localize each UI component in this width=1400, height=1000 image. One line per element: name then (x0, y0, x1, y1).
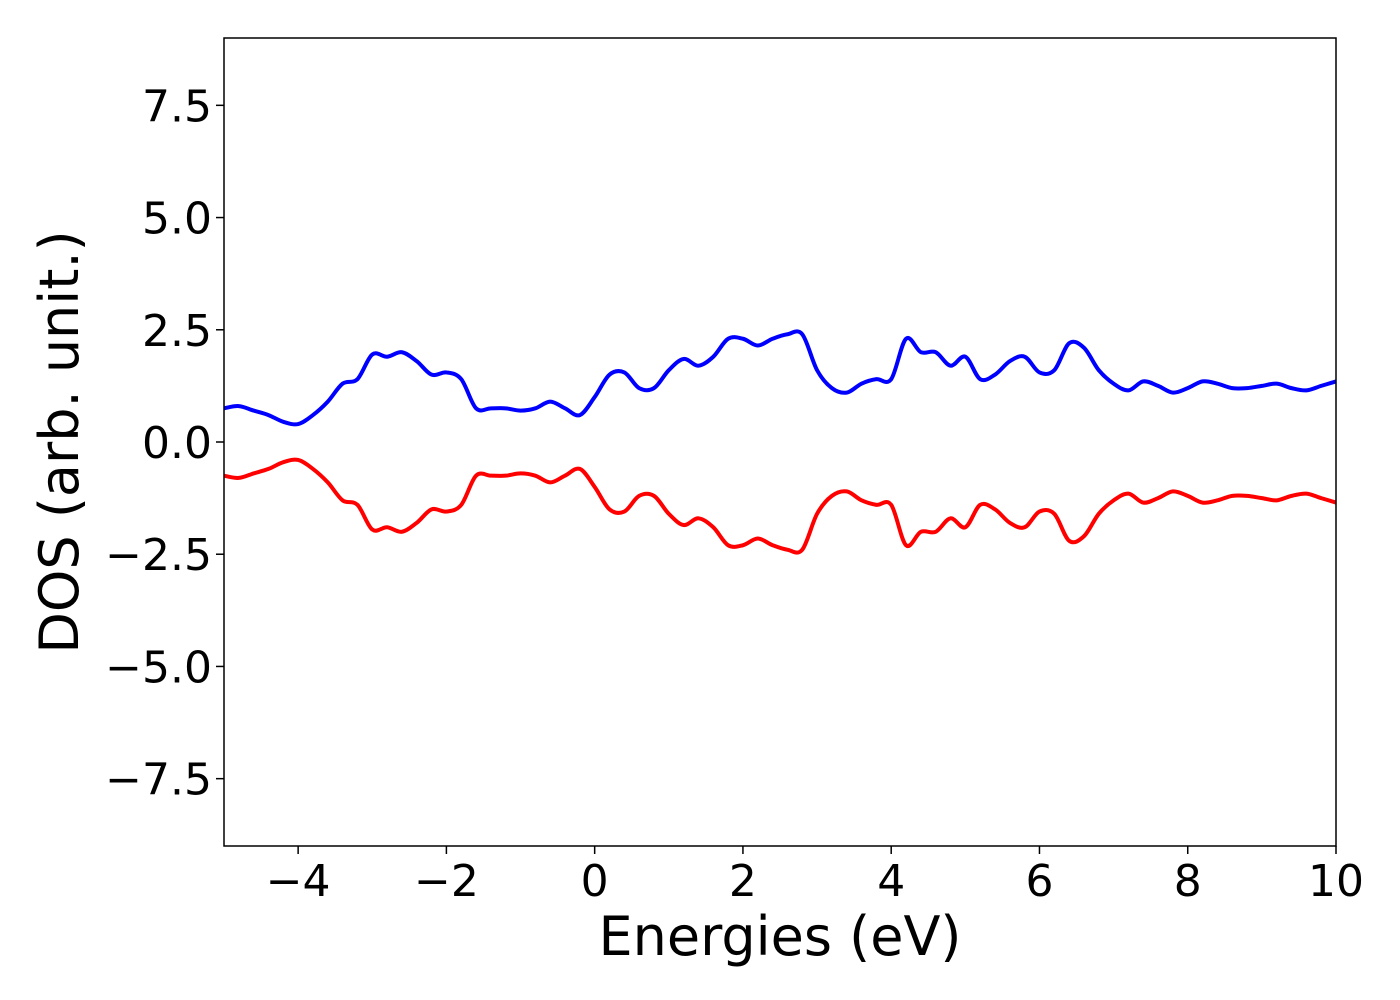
x-tick-label: 8 (1174, 856, 1202, 907)
x-tick-label: 6 (1025, 856, 1053, 907)
y-tick-label: −7.5 (105, 755, 212, 806)
x-tick-label: −2 (414, 856, 479, 907)
x-tick-label: 4 (877, 856, 905, 907)
dos-line-up (223, 329, 1337, 427)
x-tick-label: 2 (729, 856, 757, 907)
y-tick-label: 7.5 (142, 81, 212, 132)
x-axis-label: Energies (eV) (599, 905, 962, 968)
y-tick-label: 0.0 (142, 418, 212, 469)
x-tick-label: 0 (581, 856, 609, 907)
y-tick-label: 5.0 (142, 194, 212, 245)
series-layer (223, 329, 1337, 555)
y-tick-label: −5.0 (105, 642, 212, 693)
plot-area (224, 38, 1336, 846)
dos-line-down (223, 457, 1337, 555)
y-tick-label: −2.5 (105, 530, 212, 581)
y-axis-label: DOS (arb. unit.) (28, 230, 91, 653)
x-tick-label: 10 (1308, 856, 1364, 907)
x-tick-label: −4 (266, 856, 331, 907)
x-axis-ticks: −4 −2 0 2 4 6 8 10 (266, 846, 1364, 907)
y-tick-label: 2.5 (142, 306, 212, 357)
y-axis-ticks: 7.5 5.0 2.5 0.0 −2.5 −5.0 −7.5 (105, 81, 224, 806)
